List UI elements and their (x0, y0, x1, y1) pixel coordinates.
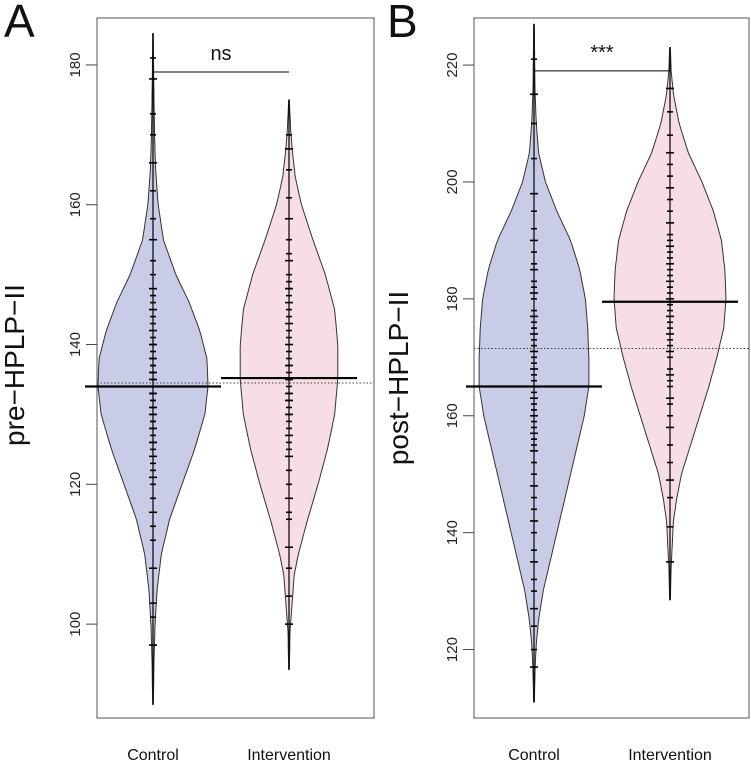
panel-a-plot-frame (96, 17, 375, 719)
panel-a-y-tick-label: 140 (67, 332, 84, 357)
panel-a-category-intervention: Intervention (247, 747, 331, 763)
panel-a-violins (85, 33, 374, 705)
panel-a-y-tick-label: 160 (67, 192, 84, 217)
panel-b-violins (466, 23, 749, 703)
panel-b-significance-label: *** (590, 42, 614, 64)
panel-b-y-ticks: 120 140 160 180 200 220 (444, 53, 474, 662)
panel-b-letter: B (387, 0, 418, 47)
panel-a-category-control: Control (127, 747, 179, 763)
panel-b-y-tick-label: 180 (444, 286, 461, 311)
panel-b: B post−HPLP−II 120 140 160 180 200 220 Contro… (383, 0, 750, 763)
panel-a-y-tick-label: 180 (67, 52, 84, 77)
panel-b-y-tick-label: 220 (444, 53, 461, 78)
panel-a-letter: A (4, 0, 35, 47)
panel-a: A pre−HPLP−II 100 120 140 160 180 Control In… (0, 0, 375, 763)
panel-b-category-intervention: Intervention (628, 747, 712, 763)
panel-b-category-control: Control (508, 747, 560, 763)
panel-b-plot-frame (473, 17, 750, 719)
panel-b-y-axis-label: post−HPLP−II (383, 291, 414, 465)
panel-b-y-tick-label: 160 (444, 403, 461, 428)
panel-a-y-tick-label: 100 (67, 612, 84, 637)
panel-b-y-tick-label: 200 (444, 169, 461, 194)
panel-a-y-ticks: 100 120 140 160 180 (67, 52, 97, 637)
panel-b-y-tick-label: 120 (444, 637, 461, 662)
panel-a-y-tick-label: 120 (67, 472, 84, 497)
panel-b-y-tick-label: 140 (444, 520, 461, 545)
panel-a-significance-label: ns (210, 43, 231, 65)
panel-a-y-axis-label: pre−HPLP−II (0, 284, 30, 446)
